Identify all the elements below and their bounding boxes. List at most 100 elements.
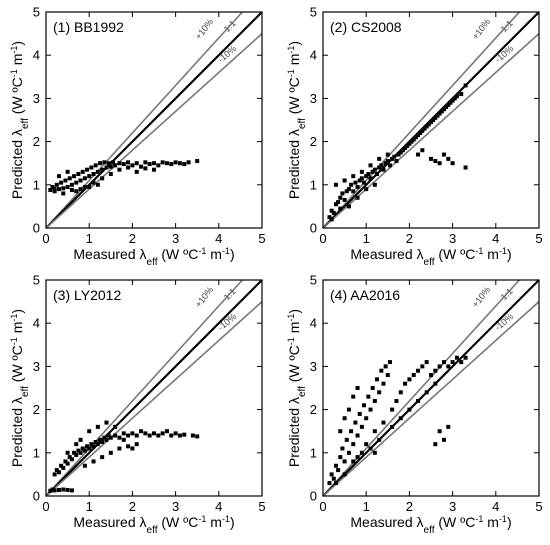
data-point [368,163,373,168]
data-point [364,442,369,447]
data-point [65,184,70,189]
data-point [385,159,390,164]
data-point [117,161,122,166]
data-point [394,159,399,164]
data-point [67,176,72,181]
data-point [130,446,135,451]
data-point [54,182,59,187]
data-point [117,167,122,172]
data-point [152,167,156,172]
x-tick-label: 0 [42,499,49,514]
data-point [377,165,382,170]
y-tick-label: 5 [33,273,40,288]
data-point [433,159,438,164]
x-tick-label: 3 [172,499,179,514]
data-point [396,152,401,157]
data-point [98,161,102,166]
y-axis-label: Predicted λeff (W ºC-1 m-1) [286,309,308,467]
x-tick-label: 1 [363,499,370,514]
data-point [463,355,468,360]
data-point [74,452,79,457]
data-point [441,152,446,157]
data-point [56,487,61,492]
data-point [95,424,100,429]
data-point [342,416,347,421]
data-point [355,386,360,390]
data-point [156,163,161,168]
data-point [327,215,332,220]
data-point [130,163,135,168]
data-point [54,468,59,473]
data-point [82,176,87,181]
data-point [431,118,436,122]
y-axis-label: Predicted λeff (W ºC-1 m-1) [286,41,308,199]
x-tick-label: 2 [406,499,413,514]
data-point [113,163,118,168]
data-point [411,137,416,142]
data-point [409,139,414,144]
data-point [78,178,83,183]
data-point [160,160,165,165]
data-point [375,172,379,176]
x-tick-label: 4 [215,499,222,514]
data-point [452,96,457,101]
data-point [89,165,94,170]
data-point [390,407,395,412]
data-point [437,111,442,116]
data-point [195,159,200,164]
data-point [91,180,96,185]
data-point [182,432,187,437]
data-point [351,174,356,179]
data-point [383,364,388,369]
data-point [340,191,345,196]
data-point [139,429,144,434]
data-point [385,373,390,378]
data-point [121,431,126,436]
data-point [379,368,384,373]
y-tick-label: 2 [33,134,40,149]
x-tick-label: 3 [449,499,456,514]
x-tick-label: 0 [319,231,326,246]
data-point [85,167,90,172]
data-point [338,206,343,211]
y-tick-label: 1 [33,177,40,192]
data-point [329,472,334,477]
data-point [448,100,453,105]
x-tick-label: 1 [363,231,370,246]
data-point [98,437,102,442]
data-point [160,431,165,436]
data-point [420,128,425,133]
data-point [67,455,72,460]
data-point [100,440,105,444]
data-point [169,433,174,438]
data-point [351,442,356,447]
x-axis-label: Measured λeff (W ºC-1 m-1) [73,514,234,536]
data-point [126,165,131,170]
data-point [463,165,468,170]
reference-line-label: -10% [493,311,516,332]
data-point [377,390,382,395]
data-point [441,107,446,112]
data-point [416,152,421,157]
data-point [338,455,343,460]
data-point [416,398,421,403]
data-point [441,360,446,365]
data-point [355,184,360,189]
data-point [173,160,178,165]
data-point [85,444,90,449]
data-point [353,420,358,425]
data-point [429,373,433,378]
data-point [108,450,113,455]
data-point [143,160,148,165]
data-point [164,429,169,434]
data-point [182,162,187,167]
data-point [87,184,92,189]
data-point [117,435,122,440]
data-point [368,446,373,451]
data-point [355,455,360,460]
data-point [364,174,369,179]
x-axis-label: Measured λeff (W ºC-1 m-1) [73,246,234,268]
data-point [93,440,98,444]
